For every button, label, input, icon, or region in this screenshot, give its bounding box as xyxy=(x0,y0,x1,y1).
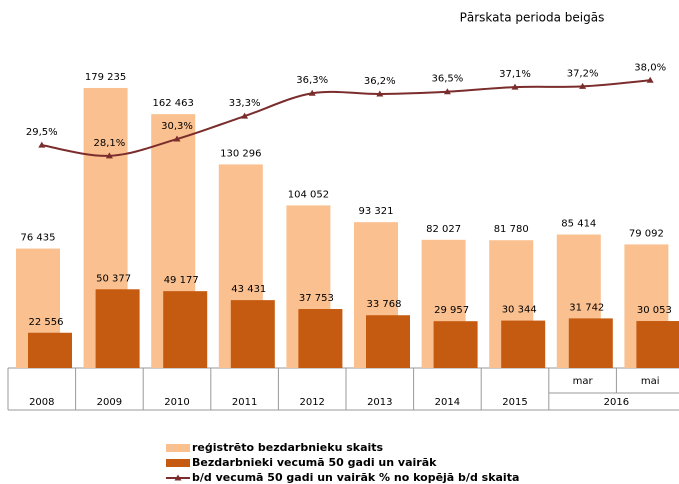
data-label: 162 463 xyxy=(153,98,194,109)
x-subcategory-label: mai xyxy=(641,376,660,387)
bar xyxy=(230,300,275,368)
data-label: 37 753 xyxy=(299,293,334,304)
data-label: 29 957 xyxy=(434,305,469,316)
bar xyxy=(568,318,613,368)
x-group-label: 2011 xyxy=(232,397,257,408)
data-label: 130 296 xyxy=(220,148,261,159)
data-label: 30 344 xyxy=(502,305,537,316)
data-label: 179 235 xyxy=(85,72,126,83)
data-label: 37,1% xyxy=(499,69,531,80)
line-marker xyxy=(105,152,113,159)
data-label: 29,5% xyxy=(26,127,58,138)
x-group-label: 2012 xyxy=(299,397,324,408)
x-group-label: 2015 xyxy=(502,397,527,408)
x-group-label: 2009 xyxy=(97,397,122,408)
data-label: 49 177 xyxy=(164,275,199,286)
x-group-label: 2013 xyxy=(367,397,392,408)
line xyxy=(41,79,651,157)
legend-swatch xyxy=(174,474,182,481)
line-marker xyxy=(38,141,46,148)
line-marker xyxy=(646,76,654,83)
line-marker xyxy=(579,82,587,89)
bar xyxy=(501,320,546,368)
data-label: 38,0% xyxy=(634,62,666,73)
line-marker xyxy=(443,88,451,95)
data-label: 30,3% xyxy=(161,121,193,132)
legend-label: reģistrēto bezdarbnieku skaits xyxy=(192,441,384,454)
data-label: 36,2% xyxy=(364,76,396,87)
data-label: 104 052 xyxy=(288,189,329,200)
bar xyxy=(28,332,72,368)
legend-label: b/d vecumā 50 gadi un vairāk % no kopējā… xyxy=(192,471,519,484)
data-label: 82 027 xyxy=(426,224,461,235)
data-label: 37,2% xyxy=(567,68,599,79)
bar xyxy=(636,321,679,368)
data-label: 79 092 xyxy=(629,228,664,239)
legend-label: Bezdarbnieki vecumā 50 gadi un vairāk xyxy=(192,456,437,469)
data-label: 50 377 xyxy=(96,273,131,284)
data-label: 31 742 xyxy=(569,302,604,313)
data-label: 76 435 xyxy=(21,233,56,244)
data-label: 85 414 xyxy=(561,219,596,230)
data-label: 28,1% xyxy=(94,138,126,149)
line-marker xyxy=(376,90,384,97)
data-label: 33,3% xyxy=(229,98,261,109)
line-marker xyxy=(173,135,181,142)
data-label: 36,5% xyxy=(432,74,464,85)
chart-title: Pārskata perioda beigās xyxy=(460,11,605,25)
data-label: 93 321 xyxy=(359,206,394,217)
x-group-label: 2010 xyxy=(164,397,189,408)
bar xyxy=(95,289,140,368)
data-label: 33 768 xyxy=(367,299,402,310)
data-label: 43 431 xyxy=(231,284,266,295)
x-group-label: 2014 xyxy=(435,397,460,408)
line-marker xyxy=(511,83,519,90)
x-group-label: 2016 xyxy=(604,397,629,408)
legend-swatch xyxy=(166,444,190,452)
line-marker xyxy=(308,89,316,96)
data-label: 22 556 xyxy=(29,317,64,328)
data-label: 36,3% xyxy=(296,75,328,86)
x-group-label: 2008 xyxy=(29,397,54,408)
bar xyxy=(298,309,343,368)
data-label: 81 780 xyxy=(494,224,529,235)
legend-swatch xyxy=(166,459,190,467)
line-marker xyxy=(241,112,249,119)
x-subcategory-label: mar xyxy=(573,376,594,387)
bar xyxy=(433,321,478,368)
bar xyxy=(163,291,208,368)
bar xyxy=(366,315,410,368)
data-label: 30 053 xyxy=(637,305,672,316)
